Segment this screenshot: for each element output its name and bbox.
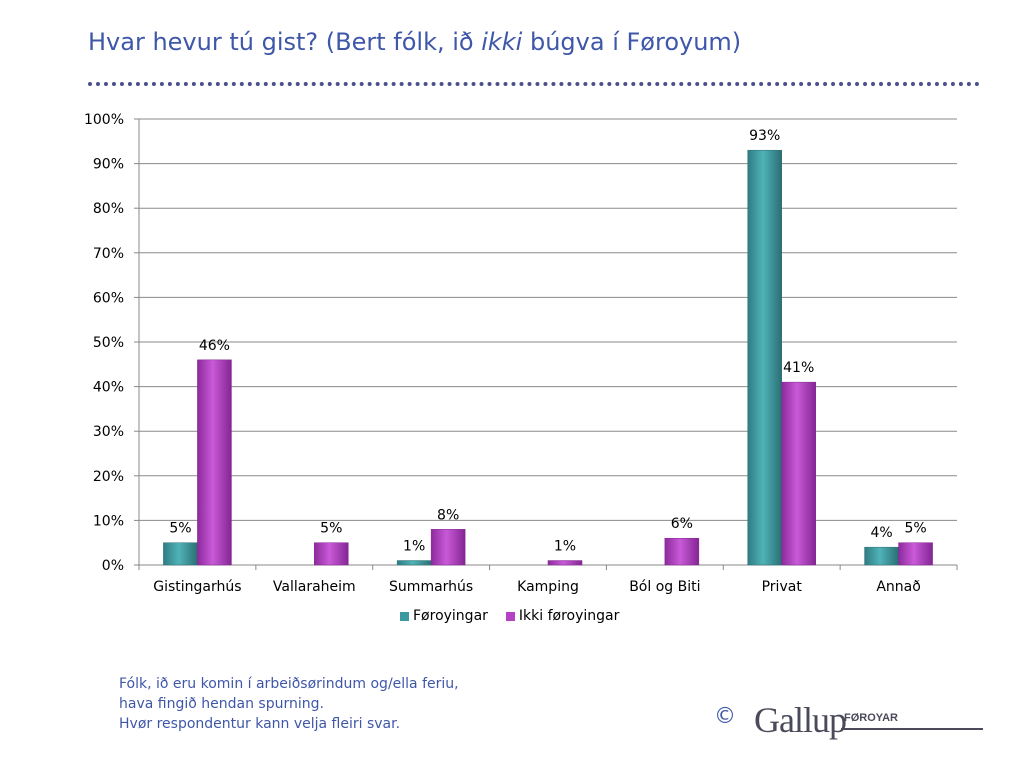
- bar: [197, 359, 232, 566]
- chart-grid: [139, 118, 957, 566]
- legend-swatch-series2: [505, 611, 515, 621]
- bar: [547, 560, 583, 566]
- data-label: 6%: [671, 516, 693, 532]
- data-label: 5%: [169, 521, 191, 537]
- y-tick-label: 80%: [93, 201, 124, 217]
- x-tick-label: Summarhús: [389, 579, 473, 595]
- y-tick-label: 30%: [93, 424, 124, 440]
- x-axis: Gistingarhús Vallaraheim Summarhús Kamping B…: [138, 565, 958, 595]
- chart-data-labels: 5% 46% 5% 1% 8% 1% 6% 93% 41% 4% 5%: [169, 128, 926, 554]
- y-tick-label: 50%: [93, 335, 124, 351]
- y-tick-label: 100%: [84, 112, 124, 128]
- x-tick-label: Vallaraheim: [273, 579, 356, 595]
- footnote-line-3: Hvør respondentur kann velja fleiri svar…: [119, 716, 401, 732]
- chart-bars: [163, 149, 933, 566]
- y-tick-label: 90%: [93, 157, 124, 173]
- bar: [396, 560, 432, 566]
- y-tick-label: 20%: [93, 469, 124, 485]
- footnote-line-2: hava fingið hendan spurning.: [119, 696, 324, 712]
- y-tick-label: 40%: [93, 380, 124, 396]
- data-label: 8%: [437, 507, 459, 523]
- y-tick-label: 60%: [93, 290, 124, 306]
- data-label: 41%: [783, 360, 814, 376]
- legend-label-series2: Ikki føroyingar: [518, 608, 620, 624]
- legend-label-series1: Føroyingar: [413, 608, 488, 624]
- x-tick-label: Gistingarhús: [153, 579, 241, 595]
- y-axis: 0% 10% 20% 30% 40% 50% 60% 70% 80% 90% 100%: [84, 112, 140, 574]
- bar: [781, 381, 816, 566]
- y-tick-label: 10%: [93, 513, 124, 529]
- x-tick-label: Kamping: [517, 579, 579, 595]
- bar: [314, 542, 349, 566]
- legend-item-series1: Føroyingar: [400, 608, 488, 624]
- legend-item-series2: Ikki føroyingar: [505, 608, 620, 624]
- footnote: Fólk, ið eru komin í arbeiðsørindum og/e…: [119, 674, 459, 734]
- logo-underline: [841, 728, 983, 730]
- footnote-line-1: Fólk, ið eru komin í arbeiðsørindum og/e…: [119, 676, 459, 692]
- bar: [664, 537, 700, 566]
- data-label: 5%: [904, 521, 926, 537]
- slide-title: Hvar hevur tú gist? (Bert fólk, ið ikki …: [88, 28, 741, 56]
- dotted-divider: [88, 82, 980, 86]
- y-tick-label: 70%: [93, 246, 124, 262]
- x-tick-label: Privat: [762, 579, 803, 595]
- legend-swatch-series1: [400, 611, 409, 621]
- data-label: 46%: [199, 338, 230, 354]
- x-tick-label: Annað: [876, 579, 920, 595]
- bar-chart: 0% 10% 20% 30% 40% 50% 60% 70% 80% 90% 100% Gistin…: [84, 112, 958, 595]
- data-label: 4%: [870, 525, 892, 541]
- data-label: 93%: [749, 128, 780, 144]
- bar: [163, 542, 198, 566]
- bar: [747, 149, 782, 566]
- title-part2: búgva í Føroyum): [522, 28, 742, 56]
- bar: [898, 542, 933, 566]
- title-italic: ikki: [481, 28, 523, 56]
- logo-subtitle: FØROYAR: [844, 712, 898, 724]
- chart-legend: Føroyingar Ikki føroyingar: [400, 608, 619, 624]
- gallup-logo: © Gallup FØROYAR: [714, 700, 986, 740]
- copyright-symbol: ©: [714, 704, 736, 729]
- bar: [864, 546, 899, 566]
- data-label: 1%: [554, 539, 576, 555]
- data-label: 5%: [320, 521, 342, 537]
- bar: [430, 529, 466, 566]
- logo-brand: Gallup: [754, 700, 847, 740]
- y-tick-label: 0%: [102, 558, 124, 574]
- data-label: 1%: [403, 539, 425, 555]
- x-tick-label: Ból og Biti: [629, 579, 700, 595]
- title-part1: Hvar hevur tú gist? (Bert fólk, ið: [88, 28, 482, 56]
